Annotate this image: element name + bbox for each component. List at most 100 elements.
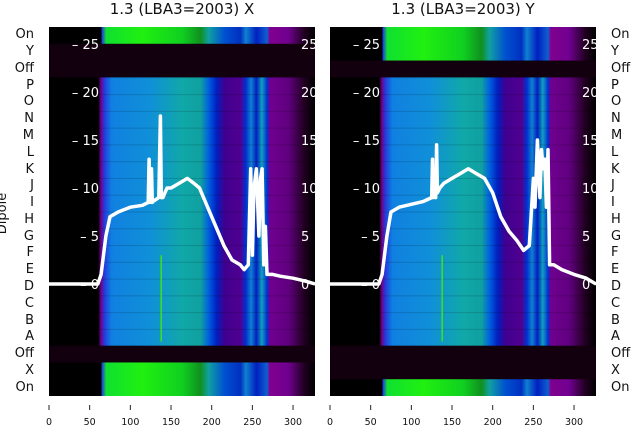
spectrum-point — [141, 204, 144, 207]
y-tick-label-right: 15 — [582, 134, 596, 149]
spectrum-point — [431, 158, 434, 161]
dipole-row-label: F — [611, 245, 619, 261]
spectrum-point — [467, 167, 470, 170]
y-tick-label-right: 5 — [582, 230, 590, 245]
row-separator — [330, 245, 596, 247]
heatmap-row-c — [330, 295, 596, 313]
dipole-row-label: N — [611, 111, 621, 127]
spectrum-point — [385, 234, 389, 238]
dipole-row-label: B — [611, 312, 620, 328]
row-separator — [49, 312, 315, 314]
spectrum-point — [157, 196, 161, 199]
y-tick-label: – 20 — [353, 86, 380, 101]
heatmap-row-k — [49, 161, 315, 179]
spectrum-point — [397, 206, 401, 209]
spectrum-point — [165, 186, 169, 190]
row-separator — [330, 278, 596, 280]
heatmap-row-off — [49, 345, 315, 363]
row-separator — [330, 228, 596, 230]
x-tick-label: 50 — [365, 417, 377, 428]
spectrum-point — [475, 172, 478, 175]
y-tick-label-right: 20 — [582, 86, 596, 101]
row-separator — [330, 177, 596, 179]
spectrum-point — [108, 215, 112, 218]
dipole-row-label: K — [611, 161, 620, 177]
spectrum-point — [541, 167, 545, 170]
dipole-row-label: I — [30, 195, 34, 211]
heatmap-row-o — [330, 94, 596, 112]
heatmap-row-y — [49, 43, 315, 62]
row-separator — [330, 211, 596, 213]
y-tick-label-right: 25 — [582, 38, 596, 53]
spectrum-point — [538, 196, 542, 199]
spectrum-point — [249, 167, 252, 170]
y-tick-label: – 15 — [353, 134, 380, 149]
x-tick-label: 150 — [162, 417, 180, 428]
spectrum-point — [279, 275, 283, 278]
heatmap-svg: – 0 0– 5 5– 10 10– 15 15– 20 20– 25 25 — [47, 27, 318, 397]
spectrum-point — [410, 203, 413, 206]
x-tick-label: 200 — [203, 417, 221, 428]
dipole-row-label: N — [24, 111, 34, 127]
dipole-row-label: On — [611, 27, 630, 43]
spectrum-point — [450, 177, 454, 180]
heatmap-row-n — [49, 110, 315, 129]
row-separator — [49, 228, 315, 230]
heatmap-row-k — [330, 161, 596, 179]
spectrum-point — [436, 191, 439, 194]
row-separator — [330, 94, 596, 96]
spectrum-point — [499, 215, 503, 218]
dipole-row-label: J — [30, 178, 34, 194]
dipole-row-label: On — [611, 379, 630, 395]
heatmap-row-l — [49, 144, 315, 162]
heatmap-row-j — [330, 177, 596, 196]
row-separator — [330, 312, 596, 314]
dipole-row-label: Off — [14, 346, 34, 362]
dipole-row-label: G — [23, 228, 34, 244]
spectrum-point — [572, 273, 576, 276]
row-separator — [49, 144, 315, 146]
row-separator — [49, 177, 315, 179]
spectrum-point — [169, 186, 173, 190]
heatmap-row-f — [49, 245, 315, 263]
x-tick-label: 150 — [443, 417, 461, 428]
heatmap-row-h — [330, 211, 596, 229]
heatmap-row-off — [330, 60, 596, 78]
dipole-row-label: L — [26, 144, 34, 160]
heatmap-row-on — [49, 27, 315, 45]
x-tick-label: 200 — [484, 417, 502, 428]
right-heatmap-panel: – 0 0– 5 5– 10 10– 15 15– 20 20– 25 25 — [328, 27, 599, 397]
spectrum-point — [264, 225, 267, 228]
spectrum-point — [47, 282, 51, 286]
heatmap-row-f — [330, 245, 596, 263]
y-tick-label-right: 5 — [301, 230, 309, 245]
spectrum-point — [96, 282, 100, 286]
x-tick-label: 250 — [243, 417, 261, 428]
heatmap-svg: – 0 0– 5 5– 10 10– 15 15– 20 20– 25 25 — [328, 27, 599, 397]
spectrum-point — [259, 177, 262, 180]
spectrum-point — [491, 191, 494, 194]
spectrum-point — [222, 244, 226, 247]
left-heatmap-panel: – 0 0– 5 5– 10 10– 15 15– 20 20– 25 25 — [47, 27, 318, 397]
heatmap-row-a — [330, 328, 596, 347]
spectrum-point — [159, 114, 162, 118]
heatmap-row-d — [330, 278, 596, 296]
row-separator — [49, 194, 315, 196]
spectrum-point — [515, 239, 519, 242]
heatmap-row-p — [330, 77, 596, 95]
dipole-row-label: C — [611, 295, 621, 311]
spectrum-point — [545, 206, 548, 209]
spectrum-point — [206, 206, 209, 209]
row-separator — [49, 77, 315, 79]
dipole-row-label: On — [15, 27, 34, 43]
spectrum-point — [262, 263, 265, 266]
heatmap-row-off — [330, 345, 596, 363]
spectrum-point — [585, 277, 588, 280]
row-separator — [49, 110, 315, 112]
spectrum-point — [434, 196, 437, 199]
dipole-row-label: A — [25, 329, 34, 345]
dipole-row-label: On — [15, 379, 34, 395]
dipole-row-label: F — [26, 245, 34, 261]
dipole-row-label: O — [611, 94, 622, 110]
heatmap-row-n — [330, 110, 596, 129]
